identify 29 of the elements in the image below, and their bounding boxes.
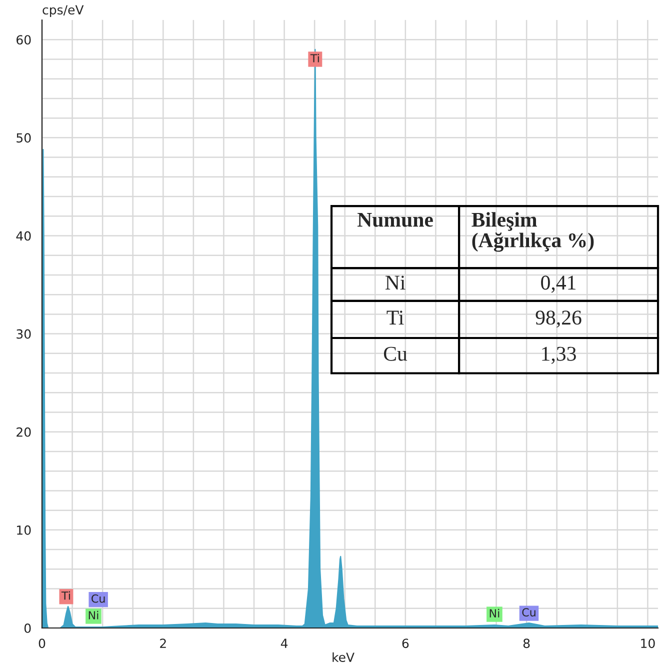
annotation: 0,41 bbox=[541, 276, 576, 293]
annotation: 98,26 bbox=[536, 310, 582, 328]
x-tick-label: 6 bbox=[402, 638, 409, 648]
y-tick-label: 0 bbox=[24, 623, 31, 633]
annotation: Cu bbox=[522, 608, 536, 617]
annotation: Cu bbox=[92, 594, 105, 603]
y-tick-label: 20 bbox=[16, 427, 31, 437]
x-tick-label: 2 bbox=[160, 638, 166, 648]
annotation: Numune bbox=[357, 212, 433, 227]
annotation: Ni bbox=[88, 610, 98, 620]
x-axis-title: keV bbox=[332, 652, 354, 662]
y-tick-label: 10 bbox=[17, 525, 31, 535]
x-tick-label: 0 bbox=[38, 638, 46, 648]
y-tick-label: 60 bbox=[16, 35, 31, 45]
annotation: 1,33 bbox=[542, 346, 576, 364]
annotation: Ni bbox=[385, 276, 406, 290]
annotation: Ti bbox=[310, 54, 319, 62]
y-tick-label: 30 bbox=[16, 329, 31, 339]
y-tick-label: 40 bbox=[16, 231, 31, 241]
annotation: Ti bbox=[386, 310, 404, 324]
annotation: Ti bbox=[61, 591, 70, 600]
x-tick-label: 10 bbox=[641, 638, 655, 648]
y-tick-label: 50 bbox=[16, 133, 31, 143]
annotation: Ni bbox=[490, 608, 500, 618]
y-axis-title: cps/eV bbox=[42, 5, 84, 17]
x-tick-label: 4 bbox=[280, 638, 288, 648]
annotation: Bileşim (Ağırlıkça %) bbox=[472, 212, 594, 252]
annotation: Cu bbox=[384, 346, 408, 361]
x-tick-label: 8 bbox=[523, 638, 530, 648]
